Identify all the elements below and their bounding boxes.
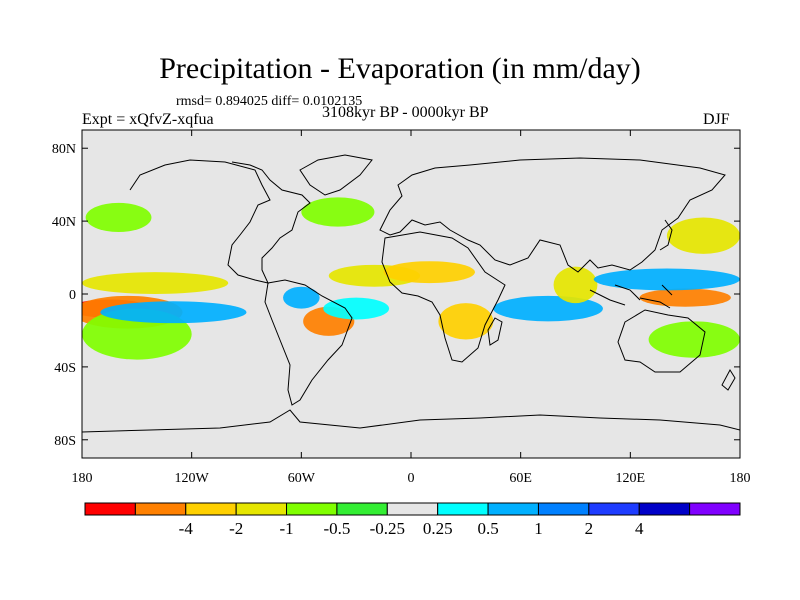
colorbar-label: -0.5 [323, 519, 350, 538]
colorbar-swatch [487, 502, 539, 516]
anomaly-region-19 [593, 268, 740, 291]
coastline-antarctica [82, 409, 740, 433]
x-tick-label: 60W [288, 471, 316, 486]
colorbar-swatch [386, 502, 439, 516]
anomaly-region-21 [648, 321, 740, 358]
x-tick-label: 120E [616, 471, 646, 486]
coastline-new-zealand [721, 369, 736, 391]
x-tick-label: 60E [509, 471, 532, 486]
anomaly-region-12 [301, 197, 375, 227]
anomaly-region-18 [639, 288, 731, 307]
colorbar-swatch [185, 502, 237, 516]
coastline-madagascar [487, 317, 503, 346]
anomaly-region-17 [553, 266, 598, 304]
x-tick-label: 120W [175, 471, 210, 486]
anomaly-region-5 [82, 272, 229, 295]
anomaly-region-20 [666, 217, 740, 254]
coastline-north-america [129, 159, 311, 284]
anomaly-field [82, 197, 740, 360]
anomaly-region-15 [451, 221, 518, 258]
x-tick-label: 0 [408, 471, 415, 486]
season-label: DJF [703, 111, 730, 128]
colorbar-swatch [336, 502, 388, 516]
colorbar-swatch [588, 502, 640, 516]
y-tick-label: 40S [54, 361, 76, 376]
stats-line: rmsd= 0.894025 diff= 0.0102135 [176, 94, 363, 109]
colorbar-label: 2 [585, 519, 594, 538]
y-tick-label: 0 [69, 288, 76, 303]
anomaly-region-4 [100, 301, 247, 324]
x-tick-label: 180 [72, 471, 93, 486]
anomaly-region-10 [323, 297, 390, 320]
coastline-eurasia [379, 157, 726, 273]
coastline-south-america [264, 279, 353, 406]
anomaly-region-6 [82, 224, 192, 262]
colorbar-label: -2 [229, 519, 243, 538]
coastline-greenland [299, 154, 373, 196]
anomaly-region-13 [383, 261, 475, 284]
experiment-label: Expt = xQfvZ-xqfua [82, 111, 214, 128]
colorbar-swatch [638, 502, 691, 516]
coastline-africa [381, 231, 506, 363]
period-label: 3108kyr BP - 0000kyr BP [322, 104, 489, 121]
colorbar-label: 1 [534, 519, 543, 538]
colorbar-swatch [286, 502, 338, 516]
colorbar-swatch [235, 502, 288, 516]
coastline-maritime-continent [589, 284, 673, 309]
coastlines [82, 154, 740, 433]
colorbar-label: -4 [179, 519, 194, 538]
colorbar-label: -0.25 [370, 519, 405, 538]
colorbar-label: 4 [635, 519, 644, 538]
colorbar-swatch [689, 502, 741, 516]
colorbar-label: 0.25 [423, 519, 453, 538]
longitude-axis: 180 120W 60W 0 60E 120E 180 [72, 130, 751, 486]
x-tick-label: 180 [730, 471, 751, 486]
coastline-japan [659, 219, 673, 251]
anomaly-region-9 [283, 286, 320, 309]
colorbar-swatch [537, 502, 590, 516]
y-tick-label: 40N [52, 215, 76, 230]
colorbar-label: 0.5 [477, 519, 498, 538]
colorbar-label: -1 [279, 519, 293, 538]
anomaly-region-7 [85, 202, 152, 233]
map-ocean-background [82, 130, 740, 458]
colorbar-swatch [437, 502, 489, 516]
colorbar-swatch [84, 502, 136, 516]
colorbar-labels: -4 -2 -1 -0.5 -0.25 0.25 0.5 1 2 4 [179, 519, 644, 538]
coastline-australia [617, 309, 706, 373]
latitude-axis: 80N 40N 0 40S 80S [52, 142, 740, 449]
figure-title: Precipitation - Evaporation (in mm/day) [159, 52, 641, 85]
colorbar [84, 502, 741, 516]
anomaly-region-14 [438, 303, 494, 340]
y-tick-label: 80S [54, 434, 76, 449]
map-background [82, 130, 740, 458]
y-tick-label: 80N [52, 142, 76, 157]
colorbar-swatch [134, 502, 187, 516]
